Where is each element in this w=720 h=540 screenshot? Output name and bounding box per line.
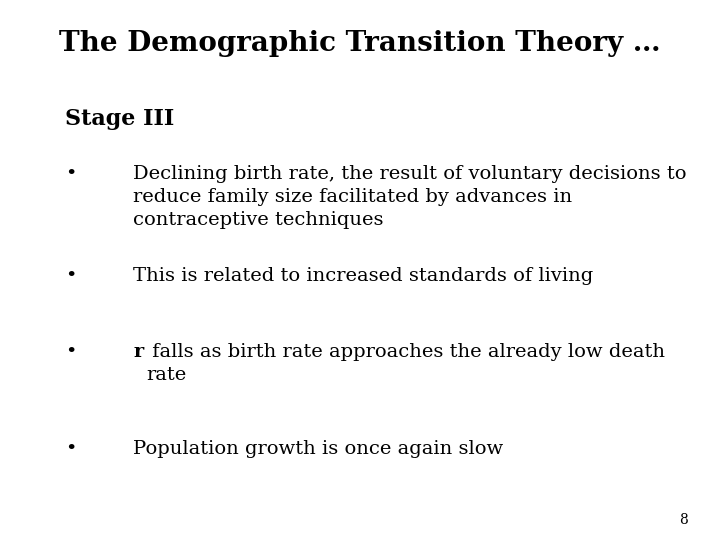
Text: •: • bbox=[65, 267, 76, 285]
Text: Population growth is once again slow: Population growth is once again slow bbox=[133, 440, 503, 458]
Text: •: • bbox=[65, 343, 76, 361]
Text: •: • bbox=[65, 440, 76, 458]
Text: This is related to increased standards of living: This is related to increased standards o… bbox=[133, 267, 593, 285]
Text: falls as birth rate approaches the already low death
rate: falls as birth rate approaches the alrea… bbox=[146, 343, 665, 384]
Text: The Demographic Transition Theory …: The Demographic Transition Theory … bbox=[59, 30, 661, 57]
Text: Declining birth rate, the result of voluntary decisions to
reduce family size fa: Declining birth rate, the result of volu… bbox=[133, 165, 687, 228]
Text: r: r bbox=[133, 343, 143, 361]
Text: •: • bbox=[65, 165, 76, 183]
Text: 8: 8 bbox=[679, 512, 688, 526]
Text: Stage III: Stage III bbox=[65, 108, 174, 130]
